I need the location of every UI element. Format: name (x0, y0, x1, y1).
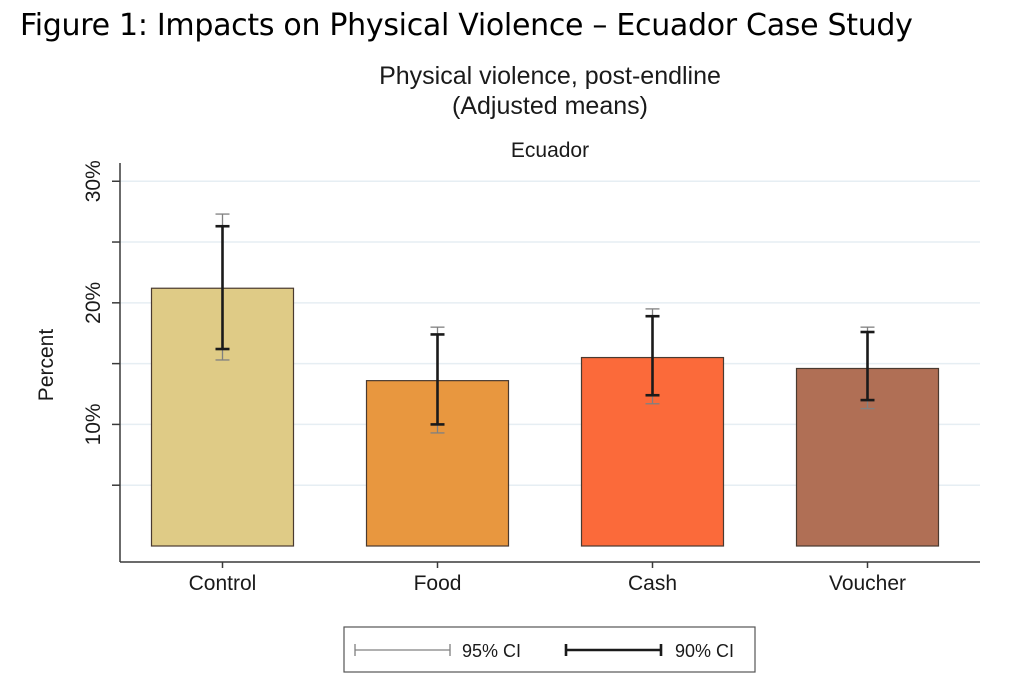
y-axis-label: Percent (35, 329, 58, 402)
figure-caption: Figure 1: Impacts on Physical Violence –… (20, 8, 913, 43)
x-tick-label: Voucher (829, 572, 906, 595)
chart-subtitle: (Adjusted means) (452, 92, 648, 120)
x-tick-label: Food (414, 572, 462, 595)
x-tick-label: Cash (628, 572, 677, 595)
legend-95-label: 95% CI (462, 641, 521, 661)
chart-title: Physical violence, post-endline (379, 62, 721, 90)
legend: 95% CI 90% CI (343, 626, 756, 673)
plot-area: 10% 20% 30% Control Food Cash Voucher (82, 160, 980, 595)
legend-90-label: 90% CI (675, 641, 734, 661)
y-tick-label: 10% (82, 403, 105, 445)
x-tick-label: Control (189, 572, 257, 595)
panel-label: Ecuador (511, 139, 589, 162)
y-tick-label: 20% (82, 282, 105, 324)
y-tick-label: 30% (82, 160, 105, 202)
